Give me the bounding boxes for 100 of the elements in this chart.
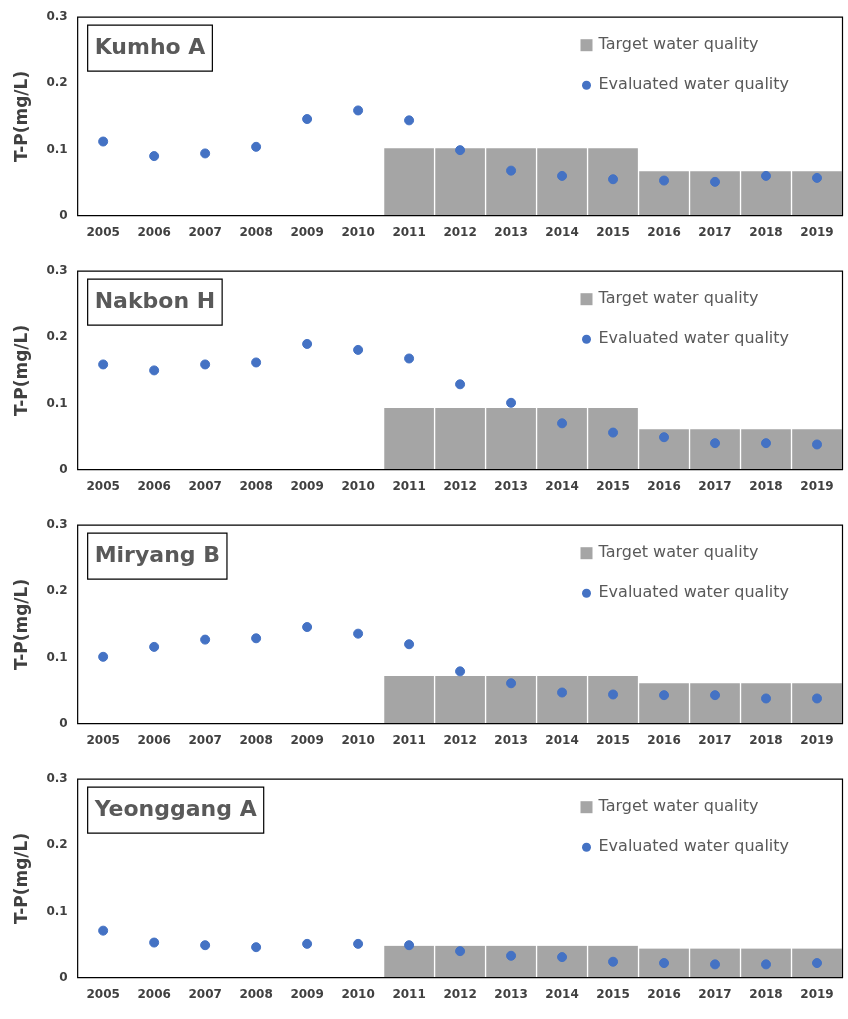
x-tick-label: 2007 — [188, 986, 222, 1001]
point — [659, 175, 670, 186]
x-tick-label: 2019 — [800, 224, 834, 239]
x-tick-label: 2014 — [545, 224, 579, 239]
point — [149, 937, 160, 948]
point — [302, 622, 313, 633]
x-tick-label: 2013 — [494, 732, 528, 747]
x-tick-label: 2015 — [596, 732, 630, 747]
legend-label: Target water quality — [597, 288, 759, 308]
y-tick-label: 0.2 — [46, 329, 68, 344]
point — [557, 952, 568, 963]
point — [353, 344, 364, 355]
point — [404, 639, 415, 650]
point — [506, 165, 517, 176]
x-tick-label: 2017 — [698, 478, 732, 493]
point — [251, 942, 262, 953]
x-tick-label: 2008 — [239, 478, 273, 493]
y-axis-title: T-P(mg/L) — [10, 578, 31, 670]
x-tick-label: 2005 — [86, 986, 120, 1001]
text: Nakbon H — [94, 287, 216, 313]
point — [710, 690, 721, 701]
point — [557, 418, 568, 429]
x-tick-label: 2016 — [647, 732, 681, 747]
x-tick-label: 2019 — [800, 732, 834, 747]
point — [200, 940, 211, 951]
point — [761, 170, 772, 181]
point — [761, 693, 772, 704]
x-tick-label: 2007 — [188, 224, 222, 239]
x-tick-label: 2009 — [290, 732, 324, 747]
point — [659, 432, 670, 443]
point — [251, 141, 262, 152]
x-tick-label: 2010 — [341, 478, 375, 493]
x-tick-label: 2006 — [137, 986, 171, 1001]
point — [353, 938, 364, 949]
point — [251, 357, 262, 368]
point — [710, 438, 721, 449]
x-tick-label: 2017 — [698, 732, 732, 747]
point — [608, 427, 619, 438]
x-tick-label: 2018 — [749, 732, 783, 747]
x-tick-label: 2007 — [188, 732, 222, 747]
x-tick-label: 2015 — [596, 224, 630, 239]
y-tick-label: 0 — [59, 207, 68, 222]
x-tick-label: 2018 — [749, 224, 783, 239]
point — [200, 634, 211, 645]
point — [659, 690, 670, 701]
x-tick-label: 2011 — [392, 478, 426, 493]
x-tick-label: 2012 — [443, 732, 477, 747]
point — [710, 176, 721, 187]
legend-label: Evaluated water quality — [598, 74, 790, 94]
point — [608, 956, 619, 967]
point — [455, 946, 466, 957]
x-tick-label: 2011 — [392, 224, 426, 239]
text: Kumho A — [94, 33, 206, 59]
point — [149, 641, 160, 652]
x-tick-label: 2014 — [545, 986, 579, 1001]
x-tick-label: 2014 — [545, 478, 579, 493]
x-tick-label: 2013 — [494, 986, 528, 1001]
x-tick-label: 2012 — [443, 986, 477, 1001]
x-tick-label: 2005 — [86, 478, 120, 493]
point — [761, 959, 772, 970]
point — [608, 689, 619, 700]
x-tick-label: 2008 — [239, 986, 273, 1001]
x-tick-label: 2010 — [341, 732, 375, 747]
x-tick-label: 2009 — [290, 478, 324, 493]
point — [557, 170, 568, 181]
x-tick-label: 2008 — [239, 224, 273, 239]
y-tick-label: 0 — [59, 715, 68, 730]
y-tick-label: 0.3 — [46, 263, 68, 278]
point — [200, 359, 211, 370]
x-tick-label: 2014 — [545, 732, 579, 747]
y-axis-title: T-P(mg/L) — [10, 324, 31, 416]
point — [506, 678, 517, 689]
legend-label: Evaluated water quality — [598, 582, 790, 602]
x-tick-label: 2006 — [137, 732, 171, 747]
y-tick-label: 0.1 — [46, 903, 68, 918]
point — [302, 338, 313, 349]
x-tick-label: 2012 — [443, 224, 477, 239]
text: Miryang B — [94, 541, 220, 567]
point — [98, 359, 109, 370]
y-tick-label: 0.1 — [46, 395, 68, 410]
point — [812, 693, 823, 704]
point — [404, 115, 415, 126]
point — [200, 148, 211, 159]
legend-label: Evaluated water quality — [598, 328, 790, 348]
point — [455, 145, 466, 156]
y-axis-title: T-P(mg/L) — [10, 832, 31, 924]
x-tick-label: 2018 — [749, 478, 783, 493]
x-tick-label: 2006 — [137, 224, 171, 239]
y-tick-label: 0.3 — [46, 517, 68, 532]
point — [353, 628, 364, 639]
x-tick-label: 2009 — [290, 224, 324, 239]
point — [455, 379, 466, 390]
point — [149, 365, 160, 376]
x-tick-label: 2011 — [392, 986, 426, 1001]
x-tick-label: 2019 — [800, 986, 834, 1001]
x-tick-label: 2016 — [647, 478, 681, 493]
legend-label: Evaluated water quality — [598, 836, 790, 856]
y-tick-label: 0.3 — [46, 9, 68, 24]
x-tick-label: 2013 — [494, 224, 528, 239]
point — [302, 938, 313, 949]
